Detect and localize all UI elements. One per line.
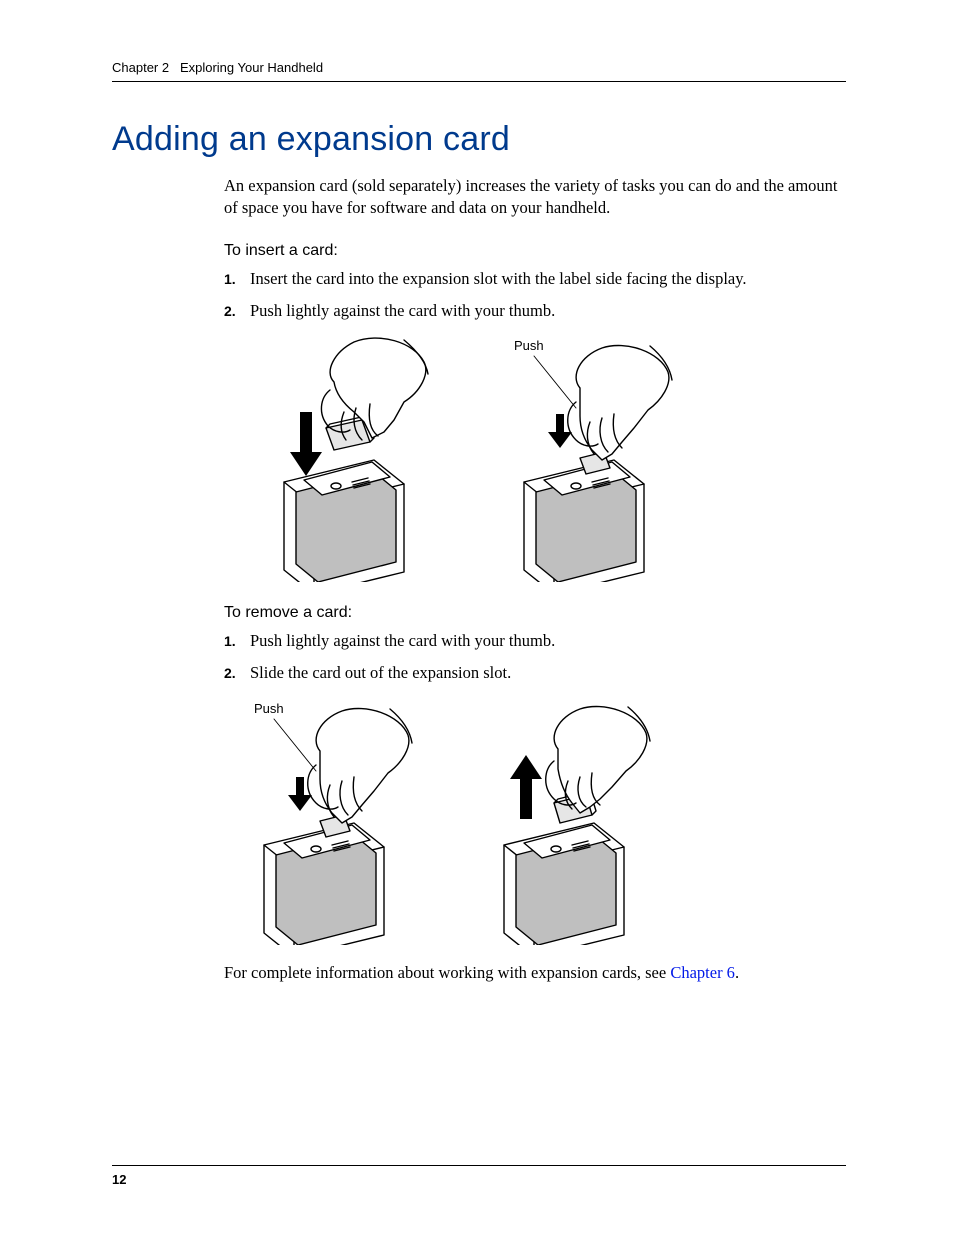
remove-illustration-left: Push [224, 695, 434, 945]
content-block: An expansion card (sold separately) incr… [224, 175, 846, 983]
section-title: Adding an expansion card [112, 120, 846, 159]
remove-figure: Push [224, 695, 846, 945]
remove-step-2: Slide the card out of the expansion slot… [224, 662, 846, 684]
page: Chapter 2 Exploring Your Handheld Adding… [0, 0, 954, 1235]
closing-prefix: For complete information about working w… [224, 963, 670, 982]
page-footer: 12 [112, 1165, 846, 1187]
push-label: Push [514, 338, 544, 353]
push-label-remove: Push [254, 701, 284, 716]
running-header: Chapter 2 Exploring Your Handheld [112, 60, 846, 82]
chapter-title: Exploring Your Handheld [180, 60, 323, 75]
closing-paragraph: For complete information about working w… [224, 963, 846, 983]
intro-paragraph: An expansion card (sold separately) incr… [224, 175, 846, 220]
chapter-6-link[interactable]: Chapter 6 [670, 963, 735, 982]
remove-step-1: Push lightly against the card with your … [224, 630, 846, 652]
insert-step-1: Insert the card into the expansion slot … [224, 268, 846, 290]
chapter-label: Chapter 2 [112, 60, 169, 75]
remove-subtitle: To remove a card: [224, 604, 846, 622]
insert-step-2: Push lightly against the card with your … [224, 300, 846, 322]
remove-illustration-right [464, 695, 674, 945]
insert-figure: Push [224, 332, 846, 582]
closing-suffix: . [735, 963, 739, 982]
insert-steps: Insert the card into the expansion slot … [224, 268, 846, 323]
insert-illustration-right: Push [484, 332, 694, 582]
remove-steps: Push lightly against the card with your … [224, 630, 846, 685]
page-number: 12 [112, 1172, 126, 1187]
insert-illustration-left [244, 332, 454, 582]
insert-subtitle: To insert a card: [224, 242, 846, 260]
